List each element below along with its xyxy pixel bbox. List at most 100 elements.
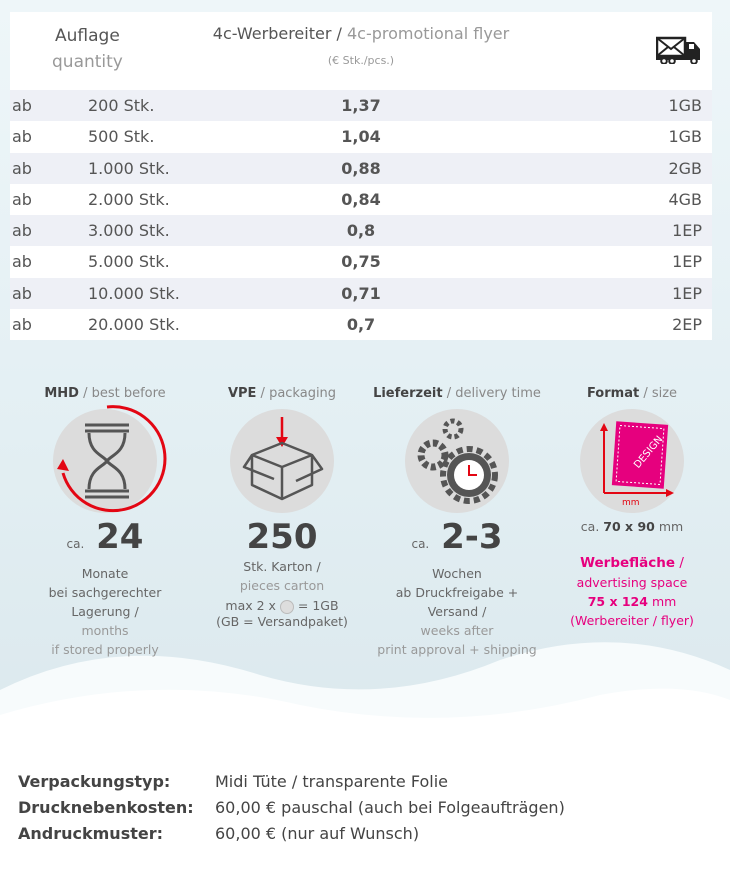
label: Drucknebenkosten:: [18, 798, 194, 817]
cell-shipping: 1GB: [668, 96, 702, 115]
line: Wochen: [432, 566, 482, 581]
line: weeks after: [420, 623, 494, 638]
prefix: ca.: [66, 537, 85, 551]
cell-price: 1,04: [341, 127, 381, 147]
cell-quantity: 200 Stk.: [88, 96, 155, 115]
table-row: ab 20.000 Stk. 0,7 2EP: [10, 309, 712, 340]
mhd-value: 24: [96, 517, 144, 557]
label: Andruckmuster:: [18, 824, 164, 843]
area-size: 75 x 124: [587, 594, 648, 609]
unit-note: (€ Stk./pcs.): [327, 54, 395, 67]
gears-clock-icon: [405, 409, 509, 513]
prefix: ca.: [580, 519, 600, 534]
cell-shipping: 1GB: [668, 127, 702, 147]
box-icon: [230, 409, 334, 513]
cell-shipping: 2GB: [668, 158, 702, 178]
t-en: / delivery time: [442, 386, 541, 401]
line: = 1GB: [297, 598, 339, 613]
cell-quantity: 10.000 Stk.: [88, 283, 180, 303]
line: (GB = Versandpaket): [216, 613, 348, 629]
quantity-header: Auflage: [55, 26, 120, 46]
cell-prefix: ab: [12, 221, 32, 241]
t-en: / size: [639, 386, 678, 401]
cell-shipping: 1EP: [672, 221, 702, 241]
line: Stk. Karton /: [243, 559, 321, 574]
cell-price: 0,88: [341, 158, 381, 178]
cell-shipping: 1EP: [672, 283, 702, 303]
hourglass-icon: [53, 405, 167, 513]
table-row: ab 3.000 Stk. 0,8 1EP: [10, 215, 712, 247]
line: if stored properly: [51, 642, 159, 657]
t-de: Lieferzeit: [373, 386, 443, 401]
product-en: 4c-promotional flyer: [346, 24, 510, 43]
table-row: ab 2.000 Stk. 0,84 4GB: [10, 184, 712, 215]
cell-price: 0,8: [346, 221, 376, 241]
feature-format: Format / size DESIGN mm ca. 70 x 90 mm W…: [547, 384, 717, 630]
cell-prefix: ab: [12, 127, 32, 147]
box-small-icon: [279, 599, 294, 614]
info-packaging: Verpackungstyp: Midi Tüte / transparente …: [18, 772, 448, 791]
line: bei sachgerechter Lagerung /: [48, 585, 162, 619]
cell-price: 0,71: [341, 283, 381, 303]
price-table: Auflage quantity 4c-Werbereiter / 4c-pro…: [10, 12, 712, 341]
sep: /: [675, 555, 684, 571]
vpe-value: 250: [246, 517, 318, 557]
mm-label: mm: [622, 498, 640, 508]
cell-prefix: ab: [12, 252, 32, 272]
area-de: Werbefläche: [580, 555, 676, 571]
line: print approval + shipping: [377, 642, 537, 657]
cell-shipping: 4GB: [668, 189, 702, 209]
prefix: ca.: [411, 537, 430, 551]
t-en: / best before: [78, 386, 166, 401]
unit: mm: [654, 519, 684, 534]
cell-quantity: 3.000 Stk.: [88, 221, 170, 241]
table-row: ab 1.000 Stk. 0,88 2GB: [10, 152, 712, 184]
snow-decoration: [0, 642, 730, 760]
cell-prefix: ab: [12, 96, 32, 115]
mhd-title: MHD / best before: [20, 384, 190, 403]
t-de: Format: [586, 386, 640, 401]
cell-price: 0,7: [346, 315, 376, 335]
product-de: 4c-Werbereiter: [212, 24, 332, 43]
table-row: ab 200 Stk. 1,37 1GB: [10, 90, 712, 122]
cell-price: 0,75: [341, 252, 381, 272]
format-design-icon: DESIGN mm: [580, 409, 684, 513]
cell-quantity: 20.000 Stk.: [88, 315, 180, 335]
format-size: 70 x 90: [603, 519, 655, 534]
table-row: ab 10.000 Stk. 0,71 1EP: [10, 277, 712, 310]
cell-quantity: 500 Stk.: [88, 127, 155, 147]
table-row: ab 5.000 Stk. 0,75 1EP: [10, 246, 712, 277]
cell-quantity: 1.000 Stk.: [88, 158, 170, 178]
mail-truck-icon: [656, 36, 700, 64]
t-de: VPE: [227, 386, 257, 401]
cell-prefix: ab: [12, 189, 32, 209]
info-proof: Andruckmuster: 60,00 € (nur auf Wunsch): [18, 824, 419, 843]
feature-delivery: Lieferzeit / delivery time ca. 2-3 Woche…: [372, 384, 542, 659]
cell-prefix: ab: [12, 283, 32, 303]
info-extra-costs: Drucknebenkosten: 60,00 € pauschal (auch …: [18, 798, 565, 817]
feature-mhd: MHD / best before ca. 24 Monate bei sach…: [20, 384, 190, 659]
value: Midi Tüte / transparente Folie: [215, 772, 448, 791]
product-header: 4c-Werbereiter / 4c-promotional flyer: [10, 24, 712, 43]
area-en: advertising space: [576, 575, 688, 590]
cell-prefix: ab: [12, 158, 32, 178]
sep: /: [331, 24, 347, 43]
t-en: / packaging: [256, 386, 337, 401]
unit: mm: [647, 594, 677, 609]
cell-quantity: 2.000 Stk.: [88, 189, 170, 209]
cell-shipping: 2EP: [672, 315, 702, 335]
line: pieces carton: [239, 578, 325, 593]
value: 60,00 € pauschal (auch bei Folgeaufträge…: [215, 798, 565, 817]
area-note: (Werbereiter / flyer): [570, 613, 694, 628]
quantity-header-en: quantity: [52, 52, 123, 72]
line: Monate: [81, 566, 129, 581]
cell-quantity: 5.000 Stk.: [88, 252, 170, 272]
delivery-value: 2-3: [441, 517, 503, 557]
cell-shipping: 1EP: [672, 252, 702, 272]
t-de: MHD: [44, 386, 79, 401]
feature-vpe: VPE / packaging 250 Stk. Karton / pieces…: [197, 384, 367, 629]
cell-prefix: ab: [12, 315, 32, 335]
table-row: ab 500 Stk. 1,04 1GB: [10, 121, 712, 152]
cell-price: 1,37: [341, 96, 381, 115]
value: 60,00 € (nur auf Wunsch): [215, 824, 420, 843]
